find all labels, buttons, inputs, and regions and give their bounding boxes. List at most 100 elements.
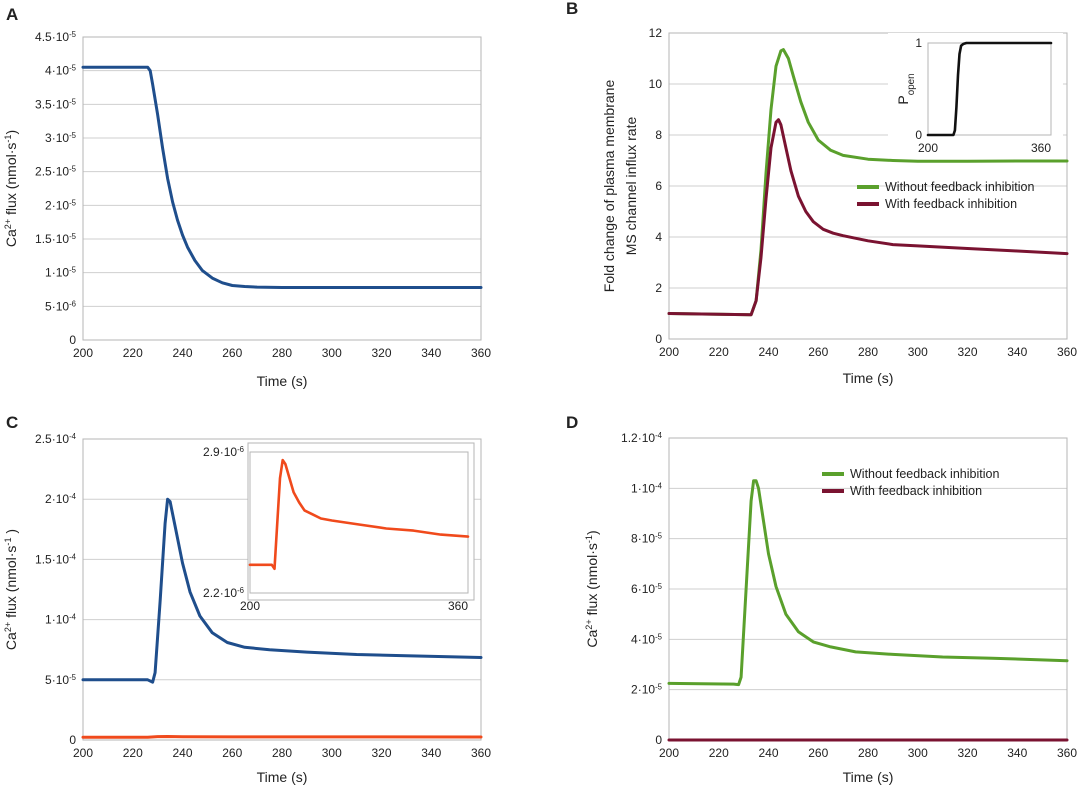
x-tick-label: 340 <box>421 746 441 760</box>
y-tick-label: 0 <box>69 733 76 747</box>
series-line-pmc1 <box>81 497 483 684</box>
x-tick-label: 300 <box>322 746 342 760</box>
x-tick-label: 300 <box>322 346 342 360</box>
panel-b: B 0 2 4 6 8 10 12 200 220 240 260 280 300 320 340 360 Tim… <box>566 0 1077 386</box>
inset-y-tick-label: 2.2·10-6 <box>203 586 244 601</box>
y-tick-label: 4.5·10-5 <box>35 30 77 45</box>
plot-area <box>668 32 1068 340</box>
plot-area <box>82 438 482 741</box>
inset-y-tick-label: 1 <box>915 36 922 50</box>
y-tick-label: 0 <box>655 332 662 346</box>
x-tick-label: 220 <box>709 345 729 359</box>
series-line-without-feedback-inhibition <box>667 479 1069 687</box>
y-axis-title: Ca2+ flux (nmol·s-1) <box>584 530 600 647</box>
y-tick-label: 8 <box>655 128 662 142</box>
y-tick-label: 4·10-5 <box>45 63 77 78</box>
legend: Without feedback inhibition With feedback… <box>857 180 1034 211</box>
y-tick-label: 5·10-6 <box>45 299 76 314</box>
series-line-flux <box>81 65 483 289</box>
inset-y-tick-label: 2.9·10-6 <box>203 445 244 460</box>
x-tick-label: 240 <box>758 345 778 359</box>
x-tick-label: 320 <box>371 746 391 760</box>
x-tick-label: 260 <box>808 345 828 359</box>
panel-label-d: D <box>566 413 578 432</box>
x-tick-label: 240 <box>172 746 192 760</box>
series-line-pmr1 <box>248 458 470 571</box>
y-tick-label: 0 <box>655 733 662 747</box>
x-tick-label: 360 <box>1057 746 1077 760</box>
y-tick-label: 1·10-4 <box>45 612 77 627</box>
x-tick-label: 200 <box>659 345 679 359</box>
x-tick-label: 260 <box>222 746 242 760</box>
y-tick-label: 2·10-5 <box>631 682 663 697</box>
panel-label-c: C <box>6 413 18 432</box>
x-tick-label: 320 <box>371 346 391 360</box>
panel-d: D 0 2·10-5 4·10-5 6·10-5 8·10-5 1·10-4 1.2·10-4… <box>566 413 1077 785</box>
legend-label: Without feedback inhibition <box>885 180 1034 194</box>
y-tick-label: 2 <box>655 281 662 295</box>
y-tick-label: 3.5·10-5 <box>35 97 77 112</box>
inset-x-tick-label: 360 <box>448 599 468 613</box>
y-tick-label: 12 <box>649 26 663 40</box>
x-tick-label: 260 <box>808 746 828 760</box>
inset-y-axis-title: Popen <box>895 73 917 104</box>
y-tick-label: 2.5·10-4 <box>35 432 77 447</box>
x-axis-title: Time (s) <box>257 373 308 389</box>
y-tick-label: 8·10-5 <box>631 531 663 546</box>
y-tick-label: 5·10-5 <box>45 672 77 687</box>
x-tick-label: 200 <box>73 346 93 360</box>
y-tick-label: 1.5·10-4 <box>35 552 77 567</box>
y-tick-label: 1·10-4 <box>631 481 663 496</box>
y-axis-title: Ca2+ flux (nmol·s-1 ) <box>3 529 19 650</box>
x-tick-label: 260 <box>222 346 242 360</box>
x-axis-title: Time (s) <box>843 769 894 785</box>
inset-chart: 2.2·10-6 2.9·10-6 200 360 <box>203 442 475 613</box>
x-tick-label: 340 <box>1007 345 1027 359</box>
y-tick-label: 0 <box>69 333 76 347</box>
inset-x-tick-label: 200 <box>240 599 260 613</box>
y-axis-title-line: Fold change of plasma membrane <box>601 80 617 293</box>
series-line-pmr1 <box>81 735 483 739</box>
x-axis-title: Time (s) <box>843 370 894 386</box>
x-tick-label: 280 <box>858 746 878 760</box>
y-axis-title: Ca2+ flux (nmol·s-1) <box>3 130 19 247</box>
x-tick-label: 320 <box>957 345 977 359</box>
y-tick-label: 1.5·10-5 <box>35 232 77 247</box>
x-tick-label: 240 <box>172 346 192 360</box>
plot-area <box>82 36 482 341</box>
x-tick-label: 360 <box>471 746 491 760</box>
legend-label: Without feedback inhibition <box>850 467 999 481</box>
x-axis-title: Time (s) <box>257 769 308 785</box>
series-line-popen <box>926 41 1053 137</box>
panel-a: A 0 5·10-6 1·10-5 1.5·10-5 2·10-5 2.5·10-5 3·10… <box>3 5 491 389</box>
panel-label-b: B <box>566 0 578 18</box>
inset-plot-area <box>249 451 469 594</box>
x-tick-label: 200 <box>73 746 93 760</box>
legend-label: With feedback inhibition <box>885 197 1017 211</box>
x-tick-label: 280 <box>272 746 292 760</box>
y-tick-label: 2·10-5 <box>45 198 77 213</box>
inset-chart: 0 1 200 360 Popen <box>888 33 1063 155</box>
y-tick-label: 3·10-5 <box>45 131 77 146</box>
y-tick-label: 2.5·10-5 <box>35 164 77 179</box>
legend-label: With feedback inhibition <box>850 484 982 498</box>
x-tick-label: 220 <box>709 746 729 760</box>
inset-x-tick-label: 200 <box>918 141 938 155</box>
x-tick-label: 220 <box>123 746 143 760</box>
y-tick-label: 1·10-5 <box>45 265 77 280</box>
x-tick-label: 300 <box>908 345 928 359</box>
y-tick-label: 4·10-5 <box>631 632 663 647</box>
y-tick-label: 1.2·10-4 <box>621 431 663 446</box>
x-tick-label: 300 <box>908 746 928 760</box>
y-axis-title-line: MS channel influx rate <box>623 117 639 256</box>
y-tick-label: 6·10-5 <box>631 582 663 597</box>
series-line-with-feedback-inhibition <box>667 118 1069 317</box>
x-tick-label: 240 <box>758 746 778 760</box>
y-tick-label: 4 <box>655 230 662 244</box>
x-tick-label: 280 <box>858 345 878 359</box>
x-tick-label: 360 <box>1057 345 1077 359</box>
y-tick-label: 6 <box>655 179 662 193</box>
y-tick-label: 10 <box>649 77 663 91</box>
